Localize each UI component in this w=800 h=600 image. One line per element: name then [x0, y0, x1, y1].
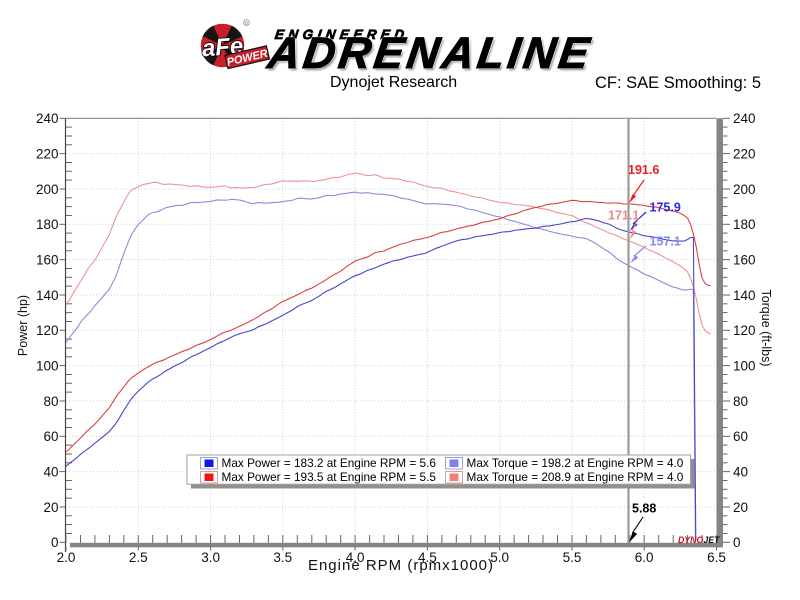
svg-text:160: 160 — [733, 252, 756, 267]
svg-text:180: 180 — [733, 217, 756, 232]
svg-text:20: 20 — [733, 500, 748, 515]
svg-text:20: 20 — [43, 500, 58, 515]
svg-text:5.5: 5.5 — [563, 550, 582, 565]
svg-text:180: 180 — [36, 217, 59, 232]
svg-text:120: 120 — [36, 323, 59, 338]
svg-text:220: 220 — [733, 146, 756, 161]
svg-text:Max Torque = 198.2 at Engine R: Max Torque = 198.2 at Engine RPM = 4.0 — [467, 456, 684, 470]
svg-text:40: 40 — [733, 464, 748, 479]
svg-text:240: 240 — [36, 111, 59, 126]
svg-text:6.5: 6.5 — [707, 550, 726, 565]
svg-text:Max Power = 183.2 at Engine RP: Max Power = 183.2 at Engine RPM = 5.6 — [222, 456, 437, 470]
svg-text:191.6: 191.6 — [628, 163, 659, 177]
svg-text:2.0: 2.0 — [57, 550, 76, 565]
svg-text:Engine RPM (rpmx1000): Engine RPM (rpmx1000) — [308, 557, 494, 574]
svg-text:157.1: 157.1 — [650, 235, 681, 249]
svg-text:4.5: 4.5 — [418, 550, 437, 565]
svg-text:6.0: 6.0 — [635, 550, 654, 565]
svg-text:Power (hp): Power (hp) — [16, 295, 30, 356]
svg-text:2.5: 2.5 — [129, 550, 148, 565]
svg-text:120: 120 — [733, 323, 756, 338]
svg-text:4.0: 4.0 — [346, 550, 365, 565]
svg-text:220: 220 — [36, 146, 59, 161]
svg-text:60: 60 — [43, 429, 58, 444]
svg-text:0: 0 — [733, 535, 741, 550]
svg-text:160: 160 — [36, 252, 59, 267]
svg-text:140: 140 — [36, 288, 59, 303]
svg-text:100: 100 — [36, 358, 59, 373]
svg-text:5.0: 5.0 — [490, 550, 509, 565]
svg-text:0: 0 — [51, 535, 59, 550]
svg-text:3.0: 3.0 — [201, 550, 220, 565]
svg-text:80: 80 — [733, 394, 748, 409]
svg-text:240: 240 — [733, 111, 756, 126]
svg-text:40: 40 — [43, 464, 58, 479]
svg-text:100: 100 — [733, 358, 756, 373]
svg-text:Max Torque = 208.9 at Engine R: Max Torque = 208.9 at Engine RPM = 4.0 — [467, 470, 684, 484]
svg-text:200: 200 — [36, 182, 59, 197]
svg-text:5.88: 5.88 — [632, 502, 656, 516]
svg-text:Torque (ft-lbs): Torque (ft-lbs) — [759, 289, 773, 366]
svg-text:80: 80 — [43, 394, 58, 409]
svg-text:Max Power = 193.5 at Engine RP: Max Power = 193.5 at Engine RPM = 5.5 — [222, 470, 437, 484]
svg-text:171.1: 171.1 — [608, 209, 639, 223]
svg-text:140: 140 — [733, 288, 756, 303]
svg-text:R: R — [245, 21, 249, 26]
svg-text:200: 200 — [733, 182, 756, 197]
svg-text:60: 60 — [733, 429, 748, 444]
svg-text:175.9: 175.9 — [650, 201, 681, 215]
svg-text:3.5: 3.5 — [273, 550, 292, 565]
svg-text:DYNOJET: DYNOJET — [678, 535, 720, 545]
